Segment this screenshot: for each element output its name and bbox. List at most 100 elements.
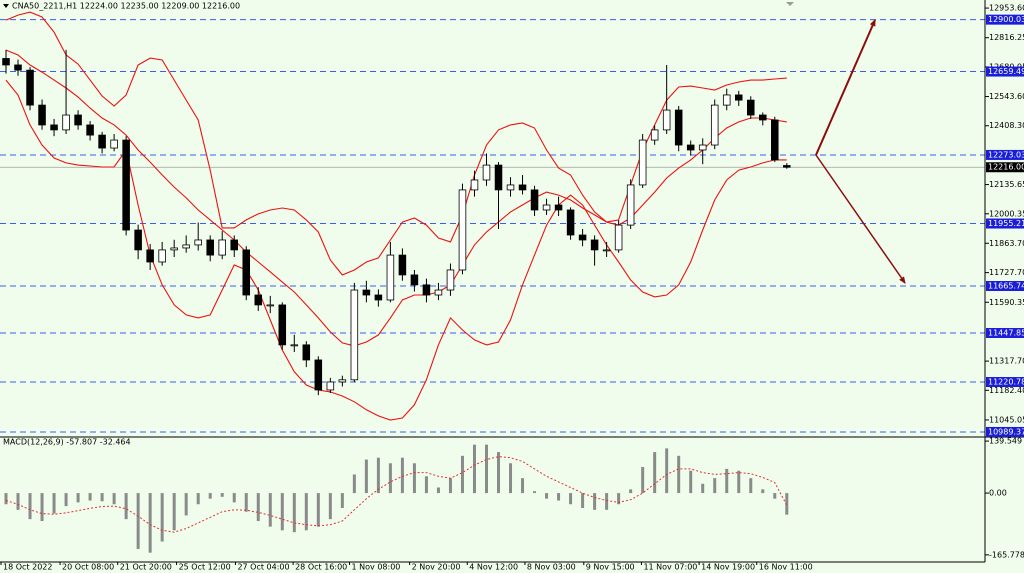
candle-body <box>626 184 635 226</box>
candle-body <box>530 189 539 211</box>
level-label: 12900.03 <box>988 15 1024 24</box>
macd-bar <box>316 493 320 527</box>
candle-body <box>771 119 779 161</box>
candle-body <box>158 249 166 263</box>
x-tick-label: 11 Nov 07:00 <box>643 563 697 572</box>
chart-title: CNA50_2211,H1 12224.00 12235.00 12209.00… <box>12 2 240 11</box>
candle-body <box>14 64 22 71</box>
macd-bar <box>16 493 20 510</box>
plot-layer: 12953.6012816.2512680.9512543.6012408.30… <box>0 4 1024 572</box>
level-label: 12659.49 <box>988 67 1024 76</box>
candle-body <box>50 124 58 131</box>
y-tick-label: 11182.40 <box>989 386 1024 395</box>
macd-bar <box>593 493 597 510</box>
macd-bar <box>136 493 140 549</box>
candle-body <box>746 99 755 116</box>
y-tick-label: 139.549 <box>989 437 1022 446</box>
candle-body <box>146 249 154 263</box>
candle-body <box>194 239 202 246</box>
y-tick-label: 0.00 <box>989 489 1007 498</box>
y-tick-label: 12816.25 <box>989 33 1024 42</box>
macd-bar <box>713 478 717 494</box>
macd-bar <box>172 493 176 531</box>
candle-body <box>242 249 251 296</box>
macd-bar <box>280 493 284 531</box>
candle-body <box>386 254 395 301</box>
candle-body <box>698 144 707 151</box>
level-label-box <box>986 149 1024 160</box>
candle-body <box>110 139 118 149</box>
macd-bar <box>436 487 440 494</box>
level-label: 10989.37 <box>988 427 1024 436</box>
macd-bar <box>220 493 224 497</box>
candle-body <box>494 164 503 191</box>
dropdown-icon <box>3 4 9 8</box>
current-price-label: 12216.00 <box>988 163 1024 172</box>
macd-bar <box>689 470 693 494</box>
indicator-title: MACD(12,26,9) -57.807 -32.464 <box>3 438 131 447</box>
macd-bar <box>581 493 585 508</box>
candle-body <box>759 114 767 121</box>
macd-bar <box>785 493 789 515</box>
candle-body <box>662 109 671 131</box>
x-tick-label: 8 Nov 03:00 <box>527 563 576 572</box>
x-tick-label: 14 Nov 19:00 <box>701 563 755 572</box>
macd-bar <box>749 478 753 494</box>
x-tick-label: 9 Nov 15:00 <box>586 563 635 572</box>
candle-body <box>38 104 46 126</box>
candle-body <box>410 274 419 286</box>
level-label-box <box>986 66 1024 77</box>
macd-bar <box>737 470 741 494</box>
x-tick-label: 18 Oct 2022 <box>3 563 52 572</box>
macd-bar <box>232 493 236 503</box>
candle-body <box>170 247 178 251</box>
macd-bar <box>28 493 32 520</box>
candle-body <box>98 134 106 149</box>
y-tick-label: 12408.30 <box>989 121 1024 130</box>
macd-bar <box>100 493 104 502</box>
candle-body <box>278 304 287 346</box>
x-tick-label: 21 Oct 20:00 <box>120 563 172 572</box>
candle-body <box>446 269 455 291</box>
macd-bar <box>412 463 416 494</box>
y-tick-label: 11727.70 <box>989 268 1024 277</box>
level-label: 11447.85 <box>988 329 1024 338</box>
level-label-box <box>986 377 1024 388</box>
candle-body <box>218 239 226 256</box>
macd-bar <box>569 493 573 505</box>
macd-bar <box>521 478 525 494</box>
macd-bar <box>304 493 308 531</box>
macd-bar <box>208 493 212 499</box>
y-tick-label: 11045.05 <box>989 415 1024 424</box>
signal-line <box>5 456 788 533</box>
bollinger-middle <box>5 49 787 347</box>
macd-bar <box>88 493 92 501</box>
macd-bar <box>76 493 80 503</box>
y-tick-label: 11863.70 <box>989 239 1024 248</box>
candle-body <box>314 359 323 391</box>
macd-bar <box>352 474 356 494</box>
candle-body <box>122 139 130 231</box>
level-label-box <box>986 426 1024 437</box>
y-tick-label: 12953.60 <box>989 4 1024 13</box>
candle-body <box>542 204 551 211</box>
macd-bar <box>112 493 116 505</box>
macd-bar <box>497 452 501 494</box>
candle-body <box>518 184 527 191</box>
y-tick-label: 12135.65 <box>989 180 1024 189</box>
macd-bar <box>124 493 128 520</box>
candle-body <box>686 144 695 151</box>
macd-bar <box>677 455 681 494</box>
candle-body <box>362 289 371 296</box>
macd-bar <box>533 491 537 494</box>
candle-body <box>554 204 563 211</box>
candle-body <box>290 344 299 347</box>
y-tick-label: 11590.35 <box>989 298 1024 307</box>
macd-bar <box>448 478 452 494</box>
macd-bar <box>40 493 44 522</box>
candle-body <box>783 165 791 168</box>
candle-body <box>674 109 683 146</box>
macd-bar <box>184 493 188 516</box>
